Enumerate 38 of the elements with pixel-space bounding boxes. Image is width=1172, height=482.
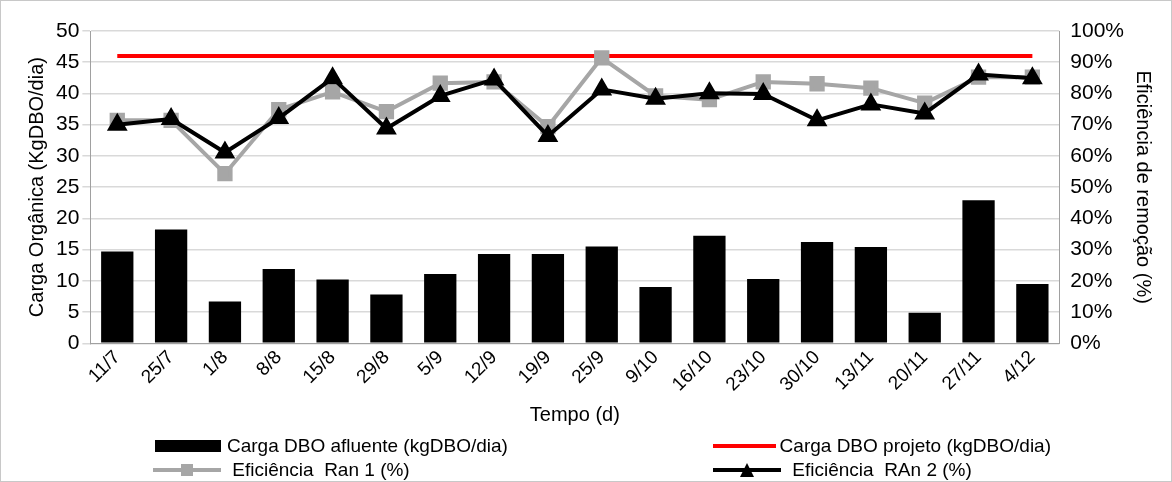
x-tick-label: 4/12 [997, 346, 1039, 387]
legend-label: Eficiência Ran 1 (%) [231, 459, 410, 481]
x-tick-label: 11/7 [83, 346, 124, 387]
y-tick-label: 5 [67, 298, 80, 322]
y2-tick-label: 80% [1070, 80, 1113, 104]
x-tick-label: 15/8 [298, 346, 340, 387]
x-axis-title: Tempo (d) [529, 402, 620, 425]
y2-tick-label: 70% [1070, 111, 1113, 135]
y-tick-label: 35 [56, 111, 80, 135]
y-tick-label: 50 [56, 17, 80, 41]
x-tick-label: 1/8 [197, 346, 232, 380]
x-tick-label: 8/8 [251, 346, 286, 380]
y2-tick-label: 20% [1070, 267, 1113, 291]
y2-axis-title: Eficiência de remoção (%) [1133, 70, 1156, 304]
y2-tick-label: 100% [1070, 17, 1125, 41]
legend-label: Eficiência RAn 2 (%) [791, 459, 972, 481]
y-axis-title: Carga Orgânica (KgDBO/dia) [24, 57, 47, 318]
y-tick-label: 45 [56, 49, 80, 73]
y2-tick-label: 0% [1070, 330, 1101, 354]
y-tick-label: 25 [56, 173, 80, 197]
y-tick-label: 10 [56, 267, 80, 291]
y-tick-label: 30 [56, 142, 80, 166]
y-tick-label: 40 [56, 80, 80, 104]
y-tick-label: 20 [56, 205, 80, 229]
y2-tick-label: 10% [1070, 298, 1113, 322]
x-tick-label: 19/9 [513, 346, 555, 387]
y2-tick-label: 50% [1070, 173, 1113, 197]
y-tick-label: 0 [67, 330, 80, 354]
legend-label: Carga DBO afluente (kgDBO/dia) [227, 435, 508, 457]
y2-tick-label: 90% [1070, 49, 1113, 73]
y2-tick-label: 30% [1070, 236, 1113, 260]
legend-label: Carga DBO projeto (kgDBO/dia) [779, 435, 1051, 457]
x-tick-label: 9/10 [621, 346, 663, 387]
y-tick-label: 15 [56, 236, 80, 260]
x-tick-label: 12/9 [459, 346, 501, 387]
x-tick-label: 5/9 [413, 346, 447, 380]
y2-tick-label: 40% [1070, 205, 1113, 229]
y2-tick-label: 60% [1070, 142, 1113, 166]
